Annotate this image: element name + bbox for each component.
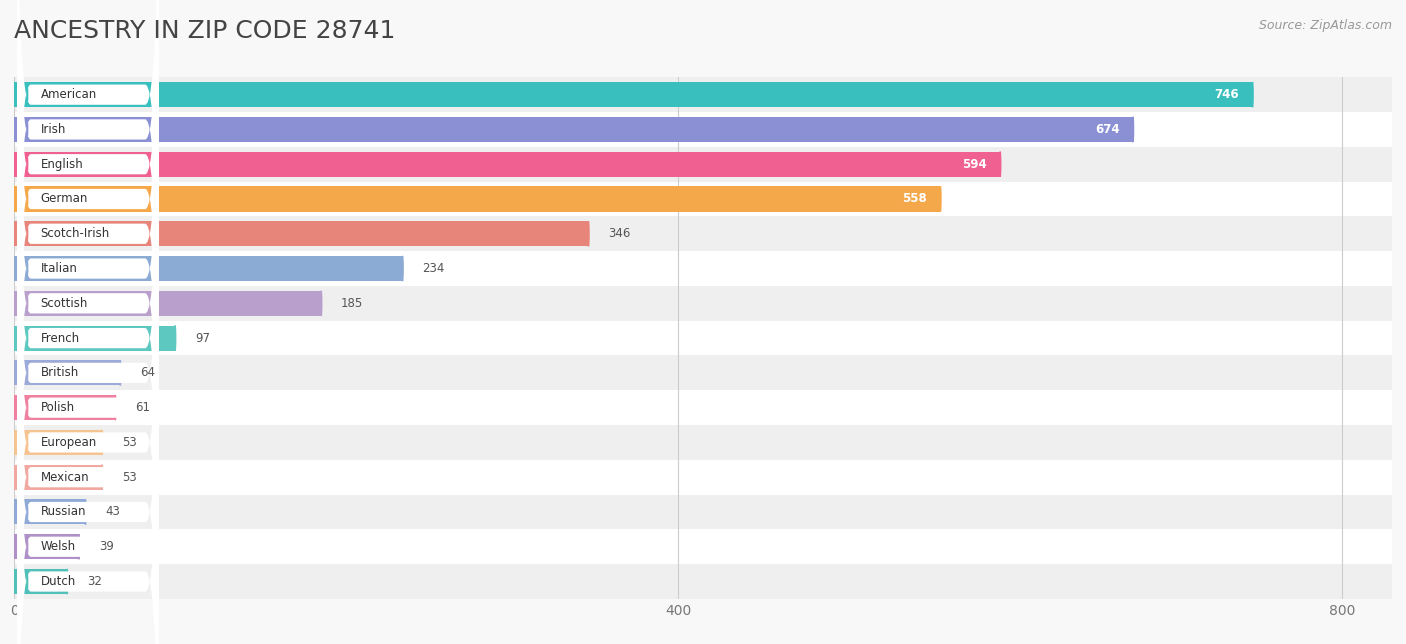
- Bar: [14, 361, 121, 385]
- Text: 43: 43: [105, 506, 121, 518]
- Bar: [14, 355, 1392, 390]
- Text: French: French: [41, 332, 80, 345]
- Text: Russian: Russian: [41, 506, 86, 518]
- Bar: [14, 216, 1392, 251]
- Bar: [14, 495, 1392, 529]
- FancyBboxPatch shape: [17, 140, 159, 644]
- Text: Source: ZipAtlas.com: Source: ZipAtlas.com: [1258, 19, 1392, 32]
- Text: American: American: [41, 88, 97, 101]
- Bar: [14, 182, 1392, 216]
- Bar: [14, 251, 1392, 286]
- Bar: [14, 117, 1133, 142]
- Text: 61: 61: [135, 401, 150, 414]
- Bar: [14, 291, 321, 316]
- FancyBboxPatch shape: [17, 105, 159, 641]
- FancyBboxPatch shape: [17, 1, 159, 536]
- Bar: [14, 321, 1392, 355]
- FancyBboxPatch shape: [17, 314, 159, 644]
- Text: Dutch: Dutch: [41, 575, 76, 588]
- Bar: [14, 82, 1253, 107]
- Bar: [14, 390, 1392, 425]
- Text: 32: 32: [87, 575, 103, 588]
- Text: Polish: Polish: [41, 401, 75, 414]
- Text: ANCESTRY IN ZIP CODE 28741: ANCESTRY IN ZIP CODE 28741: [14, 19, 395, 43]
- Bar: [14, 460, 1392, 495]
- Text: 97: 97: [195, 332, 209, 345]
- Bar: [14, 535, 79, 559]
- FancyBboxPatch shape: [17, 0, 159, 363]
- Bar: [14, 425, 1392, 460]
- Bar: [14, 152, 1000, 176]
- Text: Italian: Italian: [41, 262, 77, 275]
- Bar: [14, 529, 1392, 564]
- Bar: [14, 465, 103, 489]
- FancyBboxPatch shape: [17, 175, 159, 644]
- Text: 594: 594: [962, 158, 987, 171]
- Text: 234: 234: [422, 262, 444, 275]
- Text: European: European: [41, 436, 97, 449]
- Text: 746: 746: [1215, 88, 1239, 101]
- FancyBboxPatch shape: [17, 70, 159, 606]
- FancyBboxPatch shape: [17, 244, 159, 644]
- Text: British: British: [41, 366, 79, 379]
- Text: Mexican: Mexican: [41, 471, 89, 484]
- Text: 39: 39: [98, 540, 114, 553]
- Bar: [14, 569, 67, 594]
- Bar: [14, 395, 115, 420]
- Bar: [14, 147, 1392, 182]
- Bar: [14, 564, 1392, 599]
- Text: 185: 185: [342, 297, 363, 310]
- Bar: [14, 222, 589, 246]
- Bar: [14, 112, 1392, 147]
- Bar: [14, 77, 1392, 112]
- FancyBboxPatch shape: [17, 0, 159, 397]
- Text: English: English: [41, 158, 83, 171]
- Text: 346: 346: [609, 227, 631, 240]
- FancyBboxPatch shape: [17, 0, 159, 467]
- FancyBboxPatch shape: [17, 209, 159, 644]
- Text: 53: 53: [122, 436, 136, 449]
- Text: Scottish: Scottish: [41, 297, 89, 310]
- Text: Welsh: Welsh: [41, 540, 76, 553]
- Bar: [14, 256, 402, 281]
- FancyBboxPatch shape: [17, 0, 159, 432]
- Text: Irish: Irish: [41, 123, 66, 136]
- Bar: [14, 187, 941, 211]
- FancyBboxPatch shape: [17, 279, 159, 644]
- Text: 674: 674: [1095, 123, 1119, 136]
- Bar: [14, 500, 86, 524]
- Bar: [14, 286, 1392, 321]
- FancyBboxPatch shape: [17, 0, 159, 502]
- Text: 53: 53: [122, 471, 136, 484]
- Text: 64: 64: [141, 366, 155, 379]
- Text: German: German: [41, 193, 89, 205]
- FancyBboxPatch shape: [17, 35, 159, 571]
- Text: Scotch-Irish: Scotch-Irish: [41, 227, 110, 240]
- Text: 558: 558: [903, 193, 927, 205]
- Bar: [14, 326, 176, 350]
- Bar: [14, 430, 103, 455]
